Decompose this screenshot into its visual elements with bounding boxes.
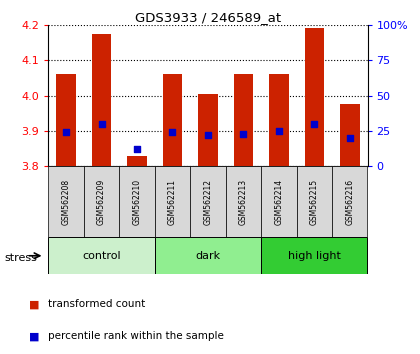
Bar	[48, 237, 155, 274]
Point	[169, 130, 176, 135]
Text: high light: high light	[288, 251, 341, 261]
Point	[63, 130, 69, 135]
Text: GSM562214: GSM562214	[274, 179, 284, 225]
Bar	[119, 166, 155, 237]
Point	[240, 131, 247, 137]
Text: GSM562215: GSM562215	[310, 179, 319, 225]
Text: GSM562211: GSM562211	[168, 179, 177, 225]
Bar	[261, 166, 297, 237]
Bar	[56, 74, 76, 166]
Bar	[84, 166, 119, 237]
Bar	[226, 166, 261, 237]
Bar	[198, 94, 218, 166]
Point	[276, 128, 282, 134]
Bar	[155, 237, 261, 274]
Bar	[269, 74, 289, 166]
Bar	[340, 104, 360, 166]
Bar	[163, 74, 182, 166]
Text: ■: ■	[29, 299, 40, 309]
Point	[311, 121, 318, 127]
Point	[346, 135, 353, 141]
Text: GSM562213: GSM562213	[239, 179, 248, 225]
Bar	[261, 237, 368, 274]
Text: percentile rank within the sample: percentile rank within the sample	[48, 331, 224, 341]
Text: dark: dark	[195, 251, 220, 261]
Text: GSM562210: GSM562210	[132, 179, 142, 225]
Bar	[297, 166, 332, 237]
Title: GDS3933 / 246589_at: GDS3933 / 246589_at	[135, 11, 281, 24]
Text: stress: stress	[4, 253, 37, 263]
Text: GSM562209: GSM562209	[97, 179, 106, 225]
Bar	[92, 34, 111, 166]
Bar	[234, 74, 253, 166]
Bar	[332, 166, 368, 237]
Point	[98, 121, 105, 127]
Text: control: control	[82, 251, 121, 261]
Text: transformed count: transformed count	[48, 299, 146, 309]
Text: ■: ■	[29, 331, 40, 341]
Point	[134, 147, 140, 152]
Bar	[155, 166, 190, 237]
Text: GSM562208: GSM562208	[62, 179, 71, 225]
Text: GSM562216: GSM562216	[345, 179, 354, 225]
Bar	[190, 166, 226, 237]
Point	[205, 132, 211, 138]
Bar	[127, 156, 147, 166]
Bar	[48, 166, 84, 237]
Text: GSM562212: GSM562212	[203, 179, 213, 225]
Bar	[304, 28, 324, 166]
